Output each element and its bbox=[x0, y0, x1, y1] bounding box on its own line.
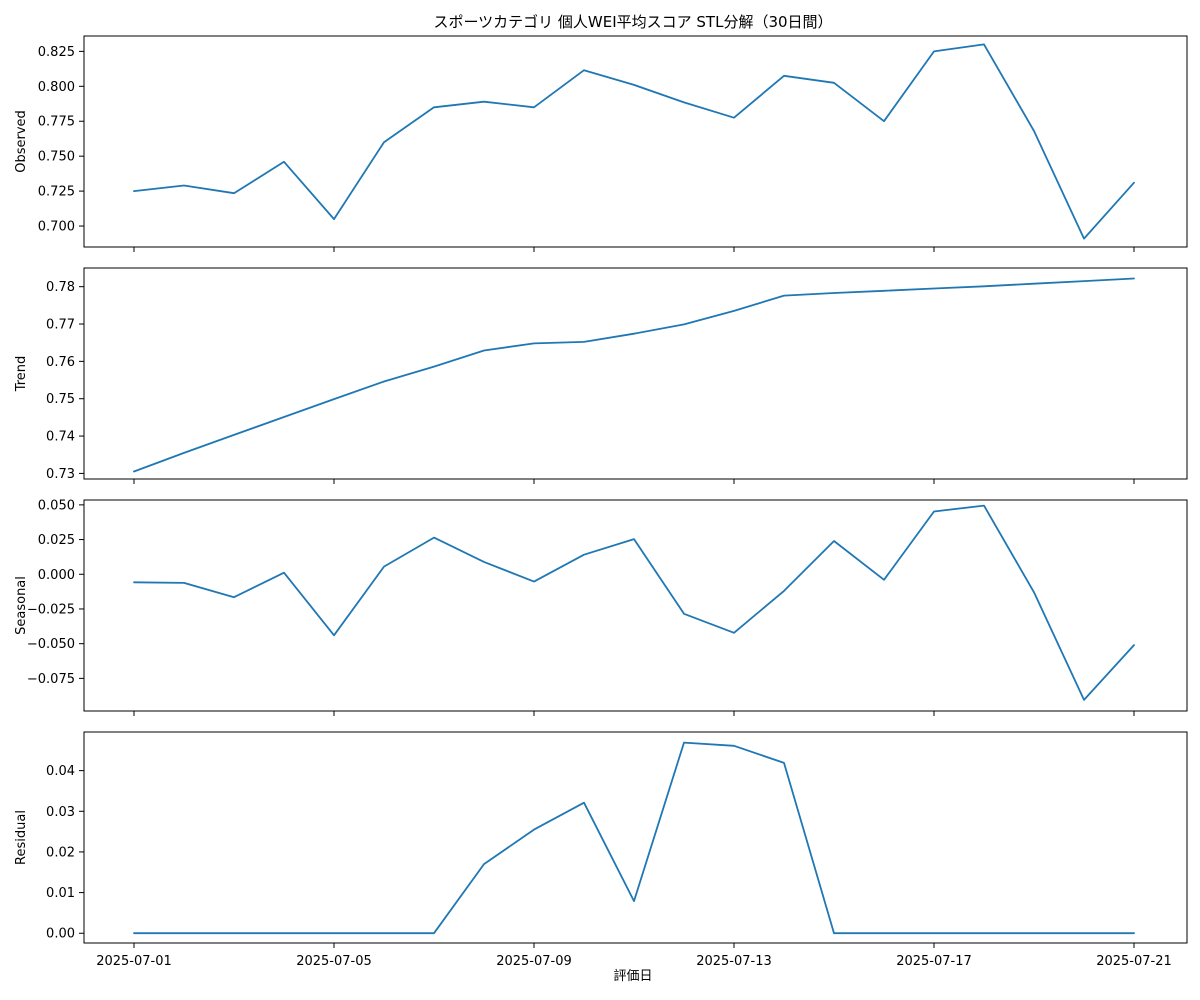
residual-y-axis-label: Residual bbox=[14, 810, 29, 865]
panel-trend: 0.73 0.74 0.75 0.76 0.77 0.78 Trend bbox=[14, 267, 1188, 484]
residual-y-tick-label: 0.03 bbox=[46, 805, 75, 820]
x-tick-label: 2025-07-13 bbox=[696, 954, 772, 969]
residual-axes-frame bbox=[83, 731, 1188, 944]
seasonal-y-tick-label: 0.000 bbox=[38, 568, 75, 583]
trend-y-tick-label: 0.77 bbox=[46, 318, 75, 333]
trend-series-line bbox=[133, 277, 1135, 473]
residual-series-line bbox=[133, 741, 1135, 935]
observed-y-axis-label: Observed bbox=[14, 110, 29, 173]
trend-y-tick-label: 0.75 bbox=[46, 392, 75, 407]
residual-y-tick-label: 0.01 bbox=[46, 886, 75, 901]
observed-y-tick-label: 0.775 bbox=[38, 115, 75, 130]
x-tick-label: 2025-07-01 bbox=[96, 954, 172, 969]
observed-axes-frame bbox=[83, 35, 1188, 248]
observed-y-tick-label: 0.725 bbox=[38, 185, 75, 200]
panel-residual: 0.00 0.01 0.02 0.03 0.04 2025-07-01 2025-07-05… bbox=[14, 731, 1188, 969]
observed-y-tick-label: 0.825 bbox=[38, 45, 75, 60]
seasonal-y-tick-label: −0.075 bbox=[27, 672, 75, 687]
x-axis-label: 評価日 bbox=[613, 969, 652, 984]
seasonal-y-tick-label: −0.025 bbox=[27, 602, 75, 617]
seasonal-y-tick-label: −0.050 bbox=[27, 637, 75, 652]
panel-seasonal: −0.075 −0.050 −0.025 0.000 0.025 0.050 Seasona… bbox=[14, 498, 1188, 716]
trend-y-axis-label: Trend bbox=[14, 356, 29, 393]
trend-y-tick-label: 0.78 bbox=[46, 280, 75, 295]
seasonal-y-axis-label: Seasonal bbox=[14, 576, 29, 635]
residual-y-tick-label: 0.00 bbox=[46, 927, 75, 942]
trend-y-tick-label: 0.74 bbox=[46, 430, 75, 445]
panel-observed: 0.700 0.725 0.750 0.775 0.800 0.825 Observed bbox=[14, 35, 1188, 252]
seasonal-series-line bbox=[133, 504, 1135, 701]
x-tick-label: 2025-07-21 bbox=[1096, 954, 1172, 969]
x-tick-label: 2025-07-09 bbox=[496, 954, 572, 969]
chart-title: スポーツカテゴリ 個人WEI平均スコア STL分解（30日間） bbox=[433, 13, 832, 31]
observed-series-line bbox=[133, 43, 1135, 240]
trend-y-tick-label: 0.73 bbox=[46, 467, 75, 482]
trend-y-tick-label: 0.76 bbox=[46, 355, 75, 370]
trend-axes-frame bbox=[83, 267, 1188, 480]
residual-y-tick-label: 0.02 bbox=[46, 845, 75, 860]
seasonal-y-tick-label: 0.025 bbox=[38, 533, 75, 548]
residual-y-tick-label: 0.04 bbox=[46, 764, 75, 779]
observed-y-tick-label: 0.800 bbox=[38, 80, 75, 95]
x-tick-label: 2025-07-17 bbox=[896, 954, 972, 969]
panels: 0.7000.7250.7500.7750.8000.825Observed0.… bbox=[14, 35, 1188, 969]
seasonal-y-tick-label: 0.050 bbox=[38, 498, 75, 513]
x-tick-label: 2025-07-05 bbox=[296, 954, 372, 969]
observed-y-tick-label: 0.700 bbox=[38, 220, 75, 235]
seasonal-axes-frame bbox=[83, 499, 1188, 712]
observed-y-tick-label: 0.750 bbox=[38, 150, 75, 165]
